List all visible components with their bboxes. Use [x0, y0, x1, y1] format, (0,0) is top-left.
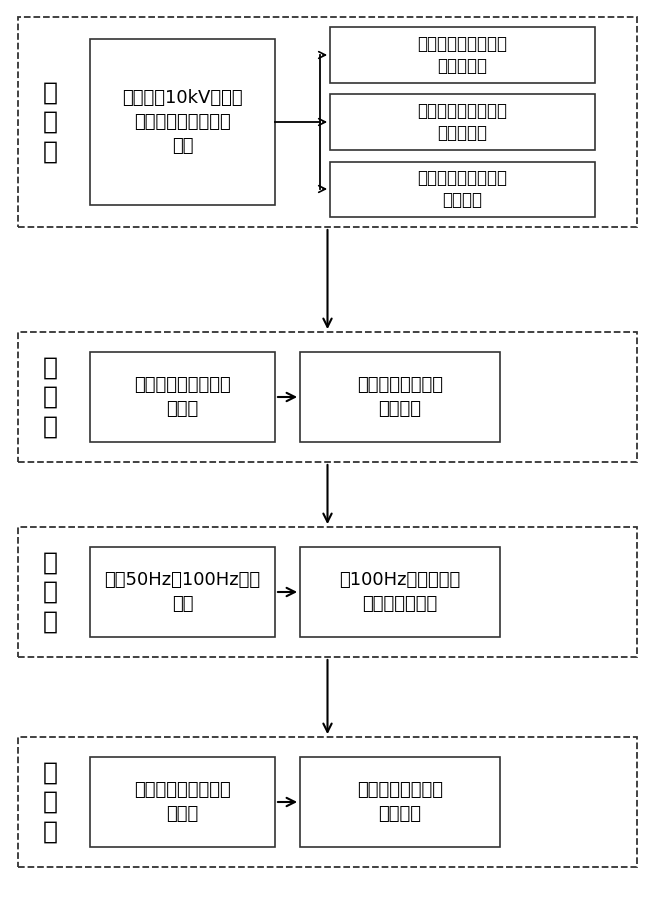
Bar: [90, 352, 275, 442]
Bar: [90, 757, 275, 847]
Bar: [330, 94, 595, 149]
Text: 通过运放转换为可
观测信息: 通过运放转换为可 观测信息: [357, 376, 443, 418]
Polygon shape: [18, 17, 637, 227]
Text: 分离50Hz与100Hz频点
信息: 分离50Hz与100Hz频点 信息: [104, 571, 261, 613]
Text: 步
骤
一: 步 骤 一: [43, 81, 58, 164]
Polygon shape: [18, 527, 637, 657]
Polygon shape: [18, 332, 637, 462]
Bar: [300, 352, 500, 442]
Bar: [90, 547, 275, 637]
Text: 利用对应关系得到
线电压值: 利用对应关系得到 线电压值: [357, 781, 443, 823]
Polygon shape: [18, 737, 637, 867]
Bar: [300, 547, 500, 637]
Text: 电位移矢量与电场强
度数学关系: 电位移矢量与电场强 度数学关系: [417, 102, 508, 142]
Text: 最小二乘方法求解对
地电位: 最小二乘方法求解对 地电位: [134, 781, 231, 823]
Bar: [300, 757, 500, 847]
Text: 由位移电流求解电位
移矢量: 由位移电流求解电位 移矢量: [134, 376, 231, 418]
Text: 步
骤
二: 步 骤 二: [43, 355, 58, 438]
Text: 建立三相10kV应用场
景下的电场耦合数学
模型: 建立三相10kV应用场 景下的电场耦合数学 模型: [122, 89, 243, 155]
Text: 由100Hz频点信息求
解实时介电常数: 由100Hz频点信息求 解实时介电常数: [339, 571, 460, 613]
Bar: [330, 28, 595, 83]
Text: 探头场强与场源电势
耦合模型: 探头场强与场源电势 耦合模型: [417, 169, 508, 209]
Text: 确定有关距离的常系
数矩阵的值: 确定有关距离的常系 数矩阵的值: [417, 35, 508, 75]
Bar: [90, 39, 275, 205]
Bar: [330, 161, 595, 216]
Text: 步
骤
三: 步 骤 三: [43, 550, 58, 634]
Text: 步
骤
四: 步 骤 四: [43, 760, 58, 844]
